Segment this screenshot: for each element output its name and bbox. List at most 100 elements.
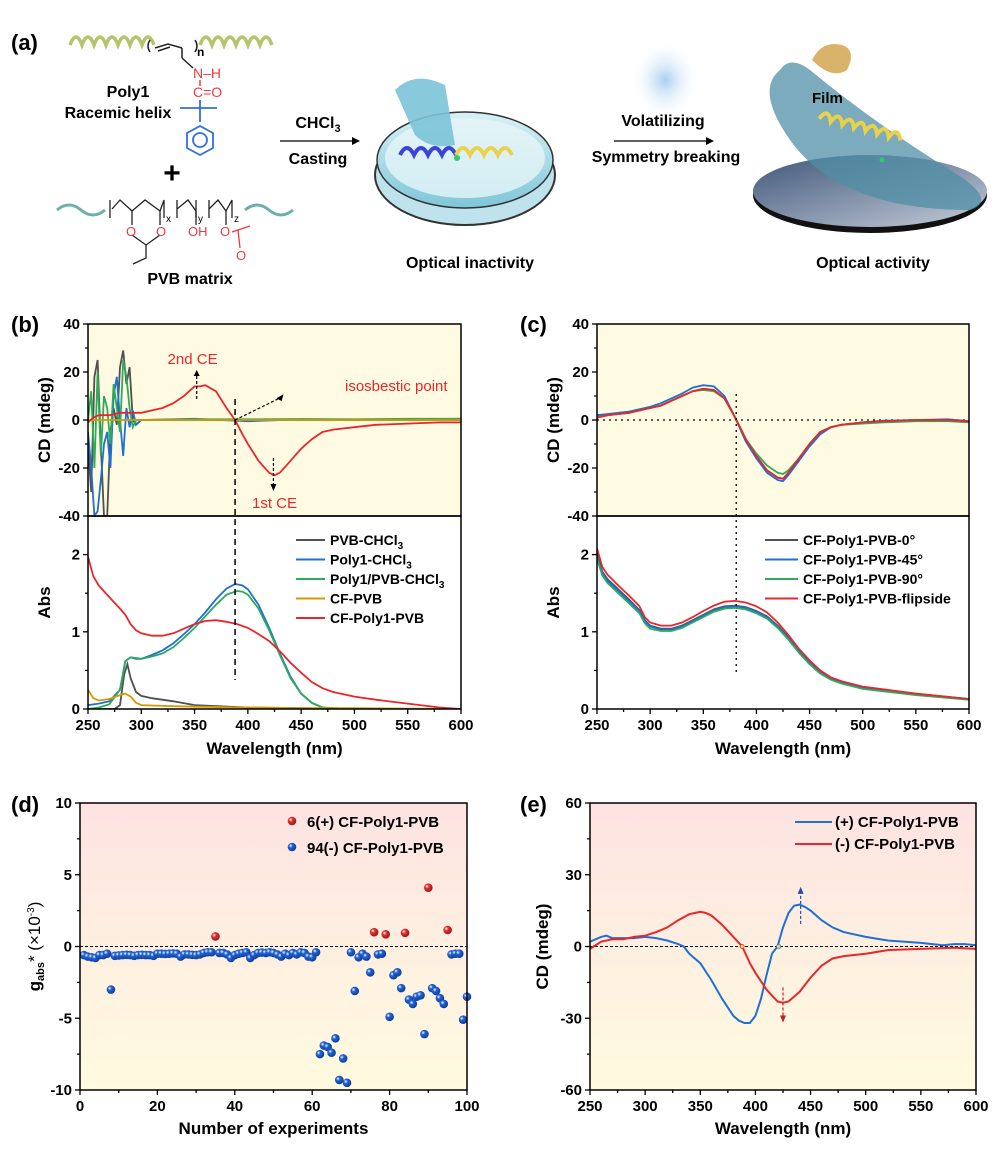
y-axis-label: gabs* (×10-3) <box>25 902 47 992</box>
x-tick-label: 300 <box>638 717 663 734</box>
cd-y-tick-label: -20 <box>58 460 80 477</box>
legend-marker <box>287 816 297 826</box>
negative-point <box>408 999 418 1009</box>
y-tick-label: 60 <box>565 795 582 812</box>
negative-point <box>106 985 116 994</box>
cd-series-group <box>88 350 461 516</box>
x-tick-label: 450 <box>798 1098 823 1115</box>
vapor-cloud <box>630 40 700 120</box>
positive-point <box>400 928 410 938</box>
x-tick-label: 80 <box>381 1098 398 1115</box>
legend-label: CF-Poly1-PVB-flipside <box>803 591 951 607</box>
cd-series-group <box>597 384 969 483</box>
abs-y-tick-label: 2 <box>581 547 589 564</box>
y-tick-label: 30 <box>565 867 582 884</box>
x-axis-label: Wavelength (nm) <box>715 739 851 758</box>
x-tick-label: 500 <box>342 717 367 734</box>
cd-y-tick-label: -40 <box>58 508 80 525</box>
arrowhead-2nd-ce <box>193 370 200 376</box>
abs-line-cf-poly1-pvb <box>88 556 461 709</box>
cd-line-cf-poly1-pvb-flipside <box>597 387 969 480</box>
x-tick-label: 550 <box>903 717 928 734</box>
x-tick-label: 300 <box>129 717 154 734</box>
x-tick-label: 350 <box>182 717 207 734</box>
negative-point <box>365 968 375 977</box>
line--cf-poly1-pvb <box>589 903 977 1024</box>
x-tick-label: 40 <box>226 1098 243 1115</box>
negative-point <box>311 947 321 957</box>
y-tick-label: 10 <box>55 795 72 812</box>
cd-y-tick-label: 40 <box>572 316 589 333</box>
cd-line-cf-poly1-pvb <box>88 384 461 477</box>
cd-y-axis-label: CD (mdeg) <box>35 377 54 463</box>
film-caption: Optical activity <box>816 255 930 272</box>
negative-point <box>396 983 406 993</box>
volatilizing-arrowhead <box>706 137 714 145</box>
positive-point <box>424 883 433 892</box>
y-tick-label: 0 <box>64 939 72 956</box>
negative-point <box>331 1034 340 1043</box>
x-tick-label: 350 <box>688 1098 713 1115</box>
x-tick-label: 450 <box>289 717 314 734</box>
x-tick-label: 0 <box>76 1098 84 1115</box>
abs-line-poly1-pvb-chcl3 <box>88 589 461 709</box>
panel-label-b: (b) <box>11 312 40 337</box>
negative-point <box>338 1054 348 1063</box>
arrowhead-up-positive <box>797 886 804 894</box>
negative-point <box>342 1078 352 1088</box>
x-tick-label: 500 <box>853 1098 878 1115</box>
x-tick-label: 350 <box>691 717 716 734</box>
zero-crossing-marker <box>739 944 745 949</box>
positive-point <box>211 932 220 941</box>
pvb-oh: OH <box>188 224 208 239</box>
y-tick-label: -60 <box>560 1082 582 1099</box>
negative-point <box>327 1048 336 1057</box>
petri-dish-image <box>374 78 556 226</box>
negative-point <box>439 999 449 1009</box>
y-tick-label: -10 <box>50 1082 72 1099</box>
y-tick-label: 0 <box>574 939 582 956</box>
abs-y-axis-label: Abs <box>544 586 563 618</box>
legend-label: 94(-) CF-Poly1-PVB <box>307 840 444 857</box>
x-tick-label: 550 <box>908 1098 933 1115</box>
y-axis-label: CD (mdeg) <box>533 904 552 990</box>
legend-label: Poly1-CHCl3 <box>330 552 412 572</box>
negative-point <box>334 1075 344 1085</box>
abs-y-tick-label: 0 <box>72 701 80 718</box>
cd-y-tick-label: 20 <box>63 364 80 381</box>
panel-label-c: (c) <box>520 312 547 337</box>
subscript-x: x <box>166 214 171 225</box>
pvb-chain <box>56 199 294 265</box>
cd-y-axis-label: CD (mdeg) <box>544 377 563 463</box>
negative-point <box>377 949 387 958</box>
x-tick-label: 450 <box>797 717 822 734</box>
legend-label: PVB-CHCl3 <box>330 532 404 552</box>
abs-line-cf-poly1-pvb-90- <box>597 558 969 701</box>
negative-point <box>431 986 441 996</box>
subscript-n: n <box>197 45 204 59</box>
negative-point <box>346 947 356 957</box>
negative-point <box>362 952 371 961</box>
annotation-isosbestic: isosbestic point <box>345 378 448 395</box>
cd-y-tick-label: -20 <box>567 460 589 477</box>
pvb-o-right: O <box>156 224 166 239</box>
zero-crossing-marker <box>776 944 781 949</box>
legend-label: (-) CF-Poly1-PVB <box>835 836 955 853</box>
abs-plot-background <box>597 516 969 709</box>
poly1-description: Racemic helix <box>65 105 172 122</box>
cd-y-tick-label: 20 <box>572 364 589 381</box>
pvb-o-carbonyl: O <box>236 248 246 263</box>
poly1-name: Poly1 <box>107 84 150 101</box>
legend-label: Poly1/PVB-CHCl3 <box>330 571 445 591</box>
legend-label: CF-PVB <box>330 591 382 607</box>
legend-marker <box>287 842 297 852</box>
pvb-o-acetate: O <box>220 224 230 239</box>
cd-y-tick-label: 0 <box>581 412 589 429</box>
cd-y-tick-label: 0 <box>72 412 80 429</box>
x-tick-label: 600 <box>963 1098 988 1115</box>
abs-line-cf-poly1-pvb-45- <box>597 555 969 700</box>
y-tick-label: -5 <box>59 1010 72 1027</box>
chart-e: -60 -30 0 30 60 250 300 350 400 450 500 550 600 (+) C… <box>533 795 989 1138</box>
panel-label-e: (e) <box>520 792 547 817</box>
pvb-o-left: O <box>126 224 136 239</box>
